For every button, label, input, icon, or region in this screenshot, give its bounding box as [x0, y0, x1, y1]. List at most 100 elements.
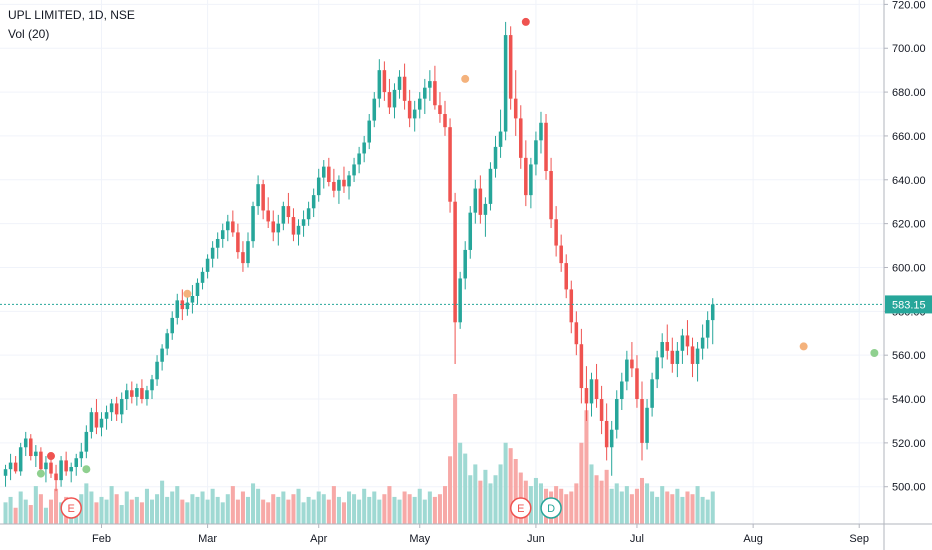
candle-body: [104, 412, 109, 419]
volume-bar: [149, 499, 155, 524]
candle-body: [433, 81, 437, 106]
volume-bar: [357, 499, 362, 524]
candle-body: [185, 302, 190, 310]
dividend-marker: D: [540, 497, 562, 519]
volume-bar: [185, 502, 190, 524]
event-marker-label: E: [68, 503, 75, 515]
candle-body: [529, 164, 533, 196]
volume-bar: [468, 475, 473, 524]
candle-body: [180, 300, 185, 310]
volume-bar: [230, 486, 235, 524]
candle-body: [34, 451, 38, 457]
volume-bar: [483, 469, 488, 524]
volume-bar: [427, 491, 432, 524]
volume-bar: [634, 488, 639, 524]
price-tick-label: 680.00: [892, 87, 926, 99]
time-tick-label: Sep: [849, 533, 869, 545]
event-marker-label: E: [517, 503, 524, 515]
signal-dot: [461, 74, 470, 83]
volume-bar: [639, 477, 645, 524]
candle-body: [195, 282, 200, 296]
volume-bar: [261, 499, 266, 524]
candle-body: [114, 403, 119, 415]
price-tick-label: 600.00: [892, 262, 926, 274]
candle-body: [574, 322, 579, 345]
volume-bar: [321, 494, 326, 524]
volume-bar: [619, 491, 624, 524]
volume-bar: [144, 488, 149, 524]
candle-body: [428, 81, 432, 88]
candle-body: [690, 346, 695, 364]
candle-body: [675, 350, 680, 364]
candle-body: [680, 335, 685, 351]
signal-dot: [799, 342, 808, 351]
volume-bar: [513, 459, 518, 524]
price-tick-label: 560.00: [892, 350, 926, 362]
candle-body: [266, 210, 270, 222]
candle-body: [513, 98, 518, 119]
price-tick-label: 700.00: [892, 43, 926, 55]
volume-bar: [266, 502, 271, 524]
volume-bar: [564, 494, 569, 524]
candle-body: [357, 153, 361, 165]
volume-bar: [665, 491, 670, 524]
candle-body: [74, 458, 79, 467]
time-tick-label: Aug: [743, 533, 763, 545]
volume-bar: [377, 499, 382, 524]
volume-bar: [84, 483, 89, 524]
volume-bar: [347, 491, 352, 524]
volume-bar: [503, 442, 508, 524]
candle-body: [155, 361, 159, 380]
volume-bar: [240, 491, 245, 524]
volume-bar: [89, 491, 94, 524]
volume-bar: [685, 491, 690, 524]
volume-bar: [629, 494, 634, 524]
candle-body: [412, 109, 417, 119]
volume-bar: [33, 486, 38, 524]
volume-bar: [392, 496, 397, 524]
volume-bar: [8, 496, 13, 524]
volume-bar: [432, 496, 437, 524]
candle-body: [645, 407, 649, 443]
volume-bar: [296, 488, 301, 524]
last-price: 583.15: [0, 295, 932, 314]
candle-body: [39, 451, 43, 470]
price-tick-label: 620.00: [892, 219, 926, 231]
candle-body: [29, 438, 33, 457]
volume-bar: [387, 486, 392, 524]
price-tick-label: 640.00: [892, 175, 926, 187]
candle-body: [549, 171, 553, 220]
volume-bar: [175, 486, 180, 524]
volume-bars: [3, 394, 715, 524]
candle-body: [44, 462, 48, 470]
candle-body: [175, 300, 180, 318]
candle-body: [519, 118, 523, 158]
volume-bar: [160, 480, 165, 524]
volume-bar: [291, 494, 296, 524]
volume-bar: [134, 496, 139, 524]
symbol-title[interactable]: UPL LIMITED, 1D, NSE: [8, 8, 135, 22]
candle-body: [402, 76, 407, 101]
volume-indicator-label[interactable]: Vol (20): [8, 27, 50, 41]
volume-bar: [271, 494, 276, 524]
volume-bar: [493, 475, 498, 524]
candle-body: [220, 230, 225, 239]
candle-body: [64, 460, 68, 472]
price-tick-label: 520.00: [892, 438, 926, 450]
candle-body: [311, 195, 316, 209]
candle-body: [609, 429, 614, 448]
volume-bar: [139, 502, 144, 524]
volume-bar: [700, 496, 705, 524]
volume-bar: [478, 480, 483, 524]
volume-bar: [28, 505, 33, 524]
candle-body: [94, 412, 99, 428]
candle-body: [468, 212, 473, 250]
candle-body: [559, 245, 563, 264]
candle-body: [226, 221, 230, 231]
candle-body: [205, 258, 210, 272]
volume-bar: [311, 499, 316, 524]
event-marker-circle: [510, 497, 532, 519]
